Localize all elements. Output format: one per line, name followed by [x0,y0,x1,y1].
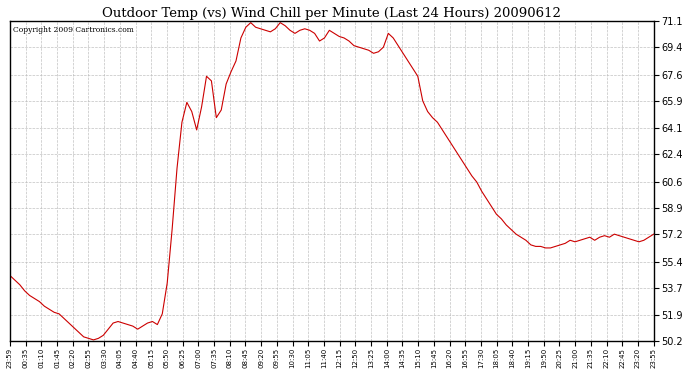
Text: Copyright 2009 Cartronics.com: Copyright 2009 Cartronics.com [13,26,134,34]
Title: Outdoor Temp (vs) Wind Chill per Minute (Last 24 Hours) 20090612: Outdoor Temp (vs) Wind Chill per Minute … [102,7,561,20]
